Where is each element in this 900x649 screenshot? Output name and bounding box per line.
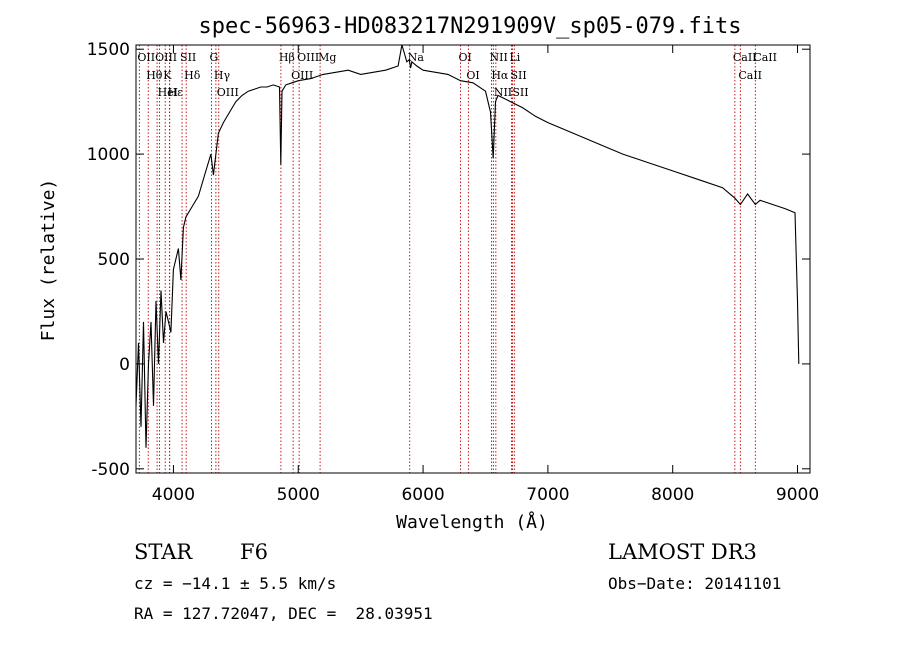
spectral-subclass: F6 [240, 540, 268, 564]
line-label-sii: SII [512, 86, 528, 99]
line-label-hβ: Hβ [279, 51, 295, 64]
line-label-oiii: OIII [217, 86, 239, 99]
object-class: STAR [134, 540, 193, 564]
x-tick-label: 7000 [526, 485, 569, 505]
line-label-caii: CaII [738, 69, 762, 82]
spectral-line-markers [138, 45, 756, 473]
line-label-hθ: Hθ [146, 69, 163, 82]
line-label-sii: SII [510, 69, 526, 82]
line-label-h: H [168, 86, 178, 99]
line-label-sii: SII [180, 51, 196, 64]
line-label-oiii: OIII [155, 51, 177, 64]
line-label-mg: Mg [318, 51, 336, 64]
x-axis: 4000 5000 6000 7000 8000 9000 [152, 45, 819, 505]
line-label-g: G [210, 51, 219, 64]
x-tick-label: 9000 [776, 485, 819, 505]
line-label-oi: OI [459, 51, 472, 64]
line-label-oiii: OIII [297, 51, 319, 64]
line-label-oii: OII [137, 51, 155, 64]
y-tick-label: 1500 [87, 40, 130, 60]
line-label-nii: NII [494, 86, 512, 99]
line-label-caii: CaII [733, 51, 757, 64]
x-tick-label: 6000 [401, 485, 444, 505]
line-label-hε: Hε [168, 86, 184, 99]
x-tick-label: 5000 [277, 485, 320, 505]
line-label-hδ: Hδ [184, 69, 201, 82]
line-label-li: Li [509, 51, 520, 64]
line-label-na: Na [408, 51, 425, 64]
x-tick-label: 8000 [651, 485, 694, 505]
spectral-line-labels: OIIHθOIIIHeIKHHεSIIHδGHγOIIIHβOIIIOIIIMg… [137, 51, 777, 99]
survey-name: LAMOST DR3 [608, 540, 757, 564]
observation-date: Obs−Date: 20141101 [608, 574, 782, 593]
line-label-hγ: Hγ [214, 69, 231, 82]
y-axis-label: Flux (relative) [38, 179, 59, 342]
y-tick-label: -500 [91, 460, 130, 480]
line-label-k: K [163, 69, 172, 82]
line-label-caii: CaII [753, 51, 777, 64]
x-axis-label: Wavelength (Å) [396, 511, 548, 533]
y-tick-label: 500 [98, 250, 130, 270]
sky-coordinates: RA = 127.72047, DEC = 28.03951 [134, 604, 433, 623]
y-axis: -500 0 500 1000 1500 [87, 40, 810, 480]
line-label-nii: NII [489, 51, 507, 64]
line-label-oi: OI [466, 69, 479, 82]
y-tick-label: 1000 [87, 145, 130, 165]
line-label-hei: HeI [158, 86, 178, 99]
chart-title: spec-56963-HD083217N291909V_sp05-079.fit… [198, 14, 741, 39]
line-label-hα: Hα [491, 69, 509, 82]
flux-series-line [135, 44, 800, 448]
y-tick-label: 0 [119, 355, 130, 375]
x-tick-label: 4000 [152, 485, 195, 505]
plot-frame [135, 44, 811, 474]
redshift-velocity: cz = −14.1 ± 5.5 km/s [134, 574, 337, 593]
